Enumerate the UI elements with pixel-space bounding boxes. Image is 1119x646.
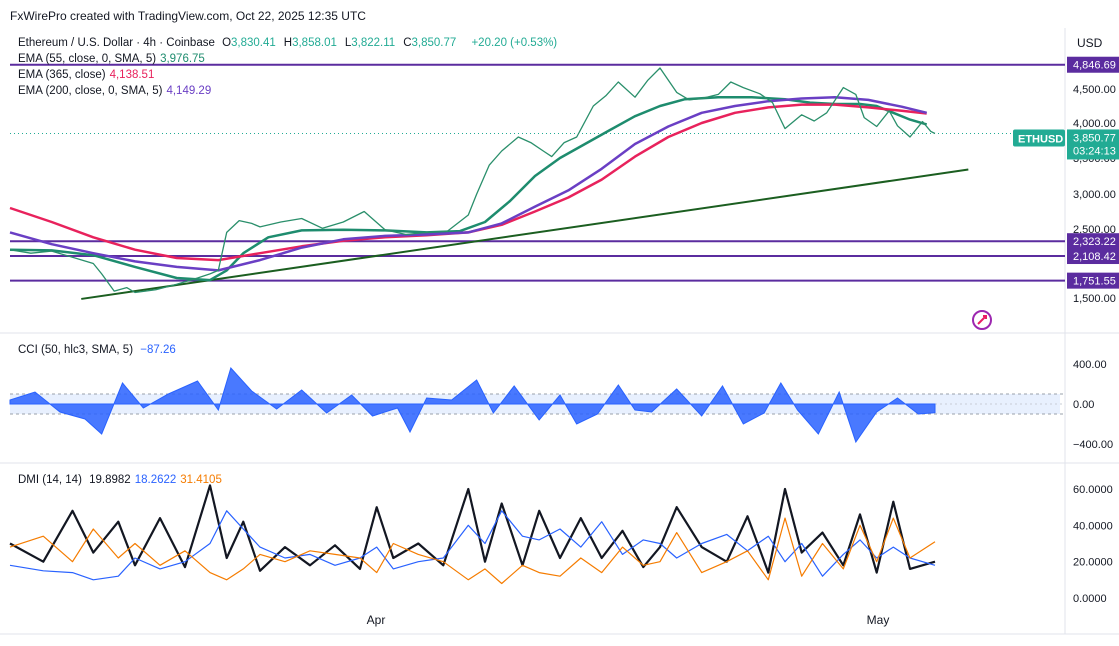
ohlc-c: C3,850.77 bbox=[403, 37, 460, 49]
ohlc-h: H3,858.01 bbox=[284, 37, 341, 49]
price-tick-label: 4,000.00 bbox=[1073, 118, 1116, 130]
dmi-minus-di-line[interactable] bbox=[9, 517, 936, 585]
cci-area[interactable] bbox=[9, 367, 936, 444]
indicator-legend-row[interactable]: EMA (200, close, 0, SMA, 5) 4,149.29 bbox=[18, 85, 215, 97]
ohlc-value: 3,850.77 bbox=[411, 37, 457, 49]
ohlc-key: C bbox=[403, 37, 412, 49]
dmi-value: 31.4105 bbox=[180, 474, 222, 486]
cci-tick-label: 0.00 bbox=[1073, 399, 1094, 411]
trendline[interactable] bbox=[81, 168, 969, 300]
symbol-legend[interactable]: Ethereum / U.S. Dollar · 4h · Coinbase O… bbox=[18, 37, 561, 49]
dmi-legend-values: 19.8982 18.2622 31.4105 bbox=[89, 474, 226, 486]
chart-credit: FxWirePro created with TradingView.com, … bbox=[10, 9, 366, 23]
ohlc-key: H bbox=[283, 37, 293, 49]
cci-legend-value: −87.26 bbox=[140, 344, 176, 356]
price-tick-label: 4,500.00 bbox=[1073, 84, 1116, 96]
spark-ring bbox=[972, 310, 992, 330]
symbol-tag[interactable] bbox=[1013, 129, 1065, 147]
level-tag-label: 4,846.69 bbox=[1073, 60, 1116, 72]
level-tag-label: 1,751.55 bbox=[1073, 276, 1116, 288]
indicator-value: 4,149.29 bbox=[166, 85, 212, 97]
ohlc-values: O3,830.41 H3,858.01 L3,822.11 C3,850.77 bbox=[222, 37, 464, 49]
ema-line[interactable] bbox=[9, 103, 927, 262]
level-tag bbox=[1067, 56, 1119, 73]
price-line[interactable] bbox=[9, 67, 936, 294]
dmi-value: 18.2622 bbox=[134, 474, 177, 486]
indicator-name: EMA (55, close, 0, SMA, 5) bbox=[18, 53, 157, 65]
dmi-legend-label: DMI (14, 14) bbox=[18, 474, 82, 486]
spark-arrow bbox=[977, 315, 987, 325]
cci-legend-label: CCI (50, hlc3, SMA, 5) bbox=[18, 344, 134, 356]
ohlc-key: L bbox=[344, 37, 352, 49]
ema-line[interactable] bbox=[9, 95, 927, 272]
dmi-tick-label: 60.0000 bbox=[1073, 484, 1113, 496]
dmi-tick-label: 40.0000 bbox=[1073, 520, 1113, 532]
dmi-value: 19.8982 bbox=[89, 474, 131, 486]
cci-tick-label: −400.00 bbox=[1073, 439, 1113, 451]
symbol-title: Ethereum / U.S. Dollar · 4h · Coinbase bbox=[18, 37, 215, 49]
ohlc-l: L3,822.11 bbox=[345, 37, 399, 49]
ohlc-key: O bbox=[222, 37, 232, 49]
level-tag bbox=[1067, 233, 1119, 250]
ohlc-value: 3,830.41 bbox=[231, 37, 276, 49]
indicator-name: EMA (200, close, 0, SMA, 5) bbox=[18, 85, 163, 97]
last-price-label: 3,850.77 bbox=[1073, 132, 1116, 144]
cci-tick-label: 400.00 bbox=[1073, 359, 1107, 371]
ohlc-value: 3,858.01 bbox=[292, 37, 337, 49]
indicator-value: 4,138.51 bbox=[109, 69, 155, 81]
price-tick-label: 2,500.00 bbox=[1073, 224, 1116, 236]
dmi-plus-di-line[interactable] bbox=[9, 510, 936, 581]
indicator-name: EMA (365, close) bbox=[18, 69, 106, 81]
currency-label: USD bbox=[1077, 36, 1103, 50]
time-axis-label: Apr bbox=[367, 613, 386, 627]
price-tick-label: 1,500.00 bbox=[1073, 293, 1116, 305]
ohlc-value: 3,822.11 bbox=[351, 37, 396, 49]
dmi-tick-label: 20.0000 bbox=[1073, 557, 1113, 569]
time-axis-label: May bbox=[867, 613, 890, 627]
level-tag-label: 2,108.42 bbox=[1073, 251, 1116, 263]
cci-legend[interactable]: CCI (50, hlc3, SMA, 5) −87.26 bbox=[18, 344, 180, 356]
price-tick-label: 3,000.00 bbox=[1073, 189, 1116, 201]
indicator-legend-row[interactable]: EMA (365, close) 4,138.51 bbox=[18, 69, 158, 81]
level-tag bbox=[1067, 272, 1119, 289]
dmi-tick-label: 0.0000 bbox=[1073, 593, 1107, 605]
level-tag bbox=[1067, 248, 1119, 265]
last-price-tag bbox=[1067, 129, 1119, 160]
indicator-legend-row[interactable]: EMA (55, close, 0, SMA, 5) 3,976.75 bbox=[18, 53, 209, 65]
symbol-tag-label: ETHUSD bbox=[1018, 133, 1063, 145]
dmi-legend[interactable]: DMI (14, 14) 19.8982 18.2622 31.4105 bbox=[18, 474, 230, 486]
bar-countdown-label: 03:24:13 bbox=[1073, 145, 1116, 157]
ohlc-o: O3,830.41 bbox=[222, 37, 280, 49]
indicator-value: 3,976.75 bbox=[160, 53, 205, 65]
level-tag-label: 2,323.22 bbox=[1073, 236, 1116, 248]
tradingview-spark-icon[interactable] bbox=[972, 310, 992, 330]
dmi-adx-line[interactable] bbox=[9, 484, 936, 574]
price-change: +20.20 (+0.53%) bbox=[471, 37, 558, 49]
